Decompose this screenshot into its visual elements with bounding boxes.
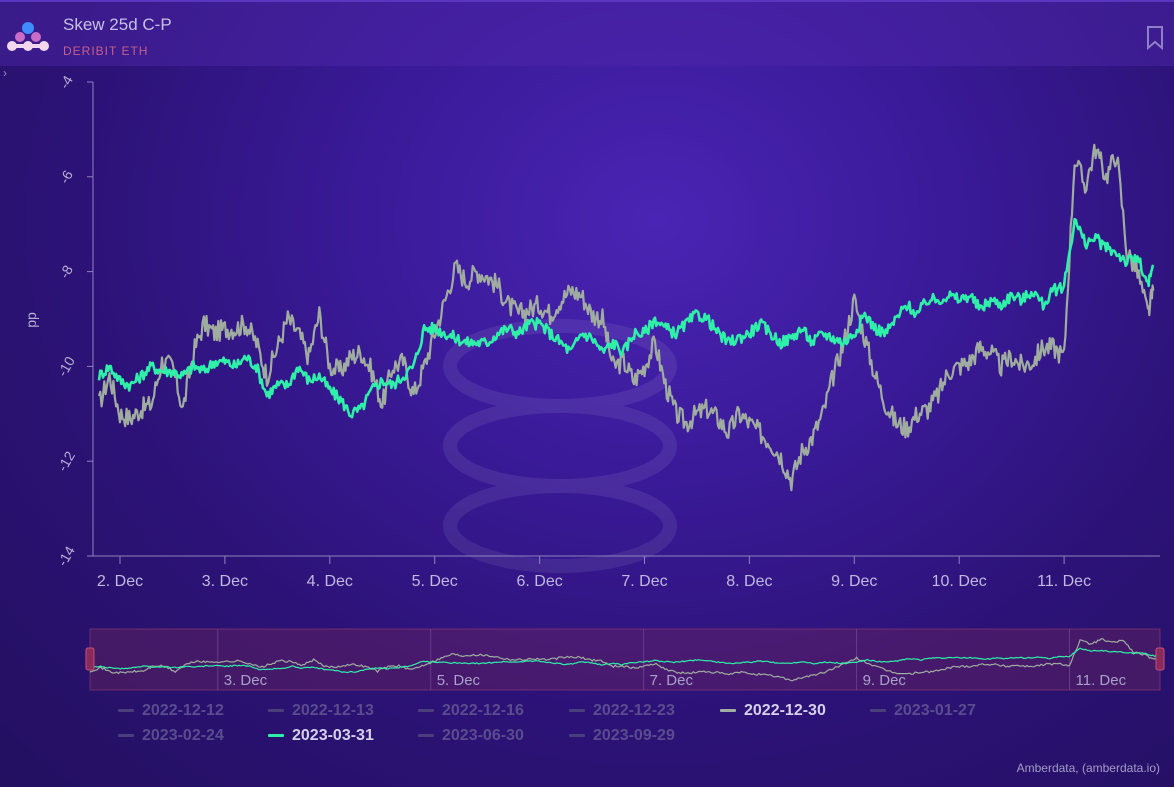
legend-swatch: [118, 709, 134, 713]
legend-swatch: [569, 734, 585, 738]
legend-swatch: [268, 734, 284, 738]
y-tick-label: -4: [56, 72, 76, 91]
navigator-series-2023-03-31: [89, 647, 1161, 674]
x-tick-label: 6. Dec: [516, 573, 562, 590]
series-line-2023-03-31[interactable]: [97, 217, 1155, 419]
x-tick-label: 10. Dec: [932, 573, 987, 590]
chevron-right-icon[interactable]: ›: [3, 66, 7, 80]
legend-label: 2022-12-12: [142, 702, 224, 719]
x-tick-label: 11. Dec: [1037, 573, 1091, 590]
chart-subtitle: DERIBIT ETH: [63, 44, 149, 58]
navigator-tick-label: 3. Dec: [224, 672, 268, 689]
legend-label: 2022-12-30: [744, 702, 826, 719]
legend-label: 2022-12-16: [442, 702, 524, 719]
navigator-tick-label: 11. Dec: [1076, 672, 1127, 689]
y-tick-label: -14: [54, 543, 78, 569]
x-tick-label: 4. Dec: [307, 573, 353, 590]
navigator-tick-label: 5. Dec: [437, 672, 481, 689]
legend-item-2022-12-16[interactable]: 2022-12-16: [418, 702, 524, 720]
legend-item-2022-12-12[interactable]: 2022-12-12: [118, 702, 224, 720]
y-axis-label: pp: [23, 312, 39, 328]
x-tick-label: 7. Dec: [621, 573, 667, 590]
bookmark-icon[interactable]: [1146, 26, 1164, 50]
watermark: [443, 319, 677, 573]
chart-title: Skew 25d C-P: [63, 15, 172, 34]
credits[interactable]: Amberdata, (amberdata.io): [1016, 761, 1160, 775]
legend-swatch: [870, 709, 886, 713]
navigator-range[interactable]: [89, 628, 1161, 691]
legend-label: 2023-09-29: [593, 727, 675, 744]
legend-label: 2023-06-30: [442, 727, 524, 744]
y-tick-label: -8: [56, 262, 76, 281]
legend-item-2022-12-23[interactable]: 2022-12-23: [569, 702, 675, 720]
legend-label: 2022-12-23: [593, 702, 675, 719]
legend-item-2023-01-27[interactable]: 2023-01-27: [870, 702, 976, 720]
legend-label: 2022-12-13: [292, 702, 374, 719]
main-chart[interactable]: -4 -6 -8 -10 -12 -14 pp 2. Dec 3. Dec 4. Dec 5. De…: [0, 66, 1174, 621]
legend-label: 2023-03-31: [292, 727, 374, 744]
amberdata-logo: [7, 22, 49, 51]
navigator-series-2022-12-30: [89, 638, 1161, 682]
x-tick-label: 2. Dec: [97, 573, 143, 590]
navigator-tick-label: 9. Dec: [863, 672, 907, 689]
navigator-handle-left[interactable]: [85, 647, 95, 671]
legend-item-2023-03-31[interactable]: 2023-03-31: [268, 727, 374, 745]
y-tick-label: -12: [54, 448, 78, 474]
legend-item-2023-09-29[interactable]: 2023-09-29: [569, 727, 675, 745]
legend-label: 2023-02-24: [142, 727, 224, 744]
navigator-chart[interactable]: 3. Dec 5. Dec 7. Dec 9. Dec 11. Dec: [0, 626, 1174, 696]
legend-item-2023-06-30[interactable]: 2023-06-30: [418, 727, 524, 745]
x-tick-label: 5. Dec: [412, 573, 458, 590]
navigator-handle-right[interactable]: [1155, 647, 1165, 671]
x-tick-label: 8. Dec: [726, 573, 772, 590]
legend-swatch: [720, 709, 736, 713]
legend-label: 2023-01-27: [894, 702, 976, 719]
legend-item-2022-12-30[interactable]: 2022-12-30: [720, 702, 826, 720]
legend-item-2023-02-24[interactable]: 2023-02-24: [118, 727, 224, 745]
series-line-2022-12-30[interactable]: [97, 143, 1155, 492]
legend-item-2022-12-13[interactable]: 2022-12-13: [268, 702, 374, 720]
legend-swatch: [569, 709, 585, 713]
legend-swatch: [268, 709, 284, 713]
y-tick-label: -6: [56, 167, 76, 186]
legend-swatch: [418, 709, 434, 713]
y-tick-label: -10: [54, 353, 78, 379]
navigator-tick-label: 7. Dec: [650, 672, 694, 689]
x-tick-label: 9. Dec: [831, 573, 877, 590]
x-tick-label: 3. Dec: [202, 573, 248, 590]
legend-swatch: [118, 734, 134, 738]
chart-header: Skew 25d C-P DERIBIT ETH: [0, 0, 1174, 66]
legend-swatch: [418, 734, 434, 738]
